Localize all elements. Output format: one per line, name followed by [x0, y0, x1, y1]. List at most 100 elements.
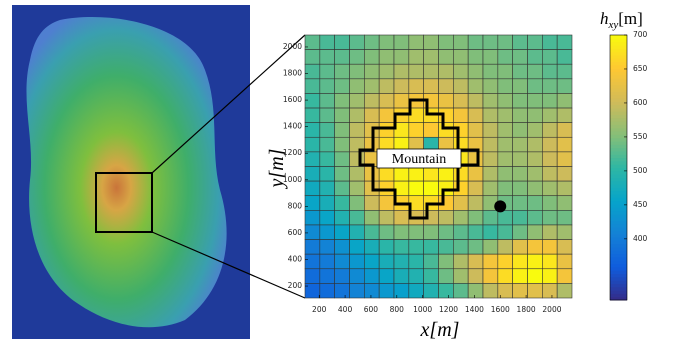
heat-cell: [320, 108, 335, 123]
heat-cell: [483, 254, 498, 269]
heat-cell: [483, 35, 498, 50]
heat-cell: [394, 167, 409, 182]
y-tick-label: 1800: [283, 69, 302, 78]
heat-cell: [335, 167, 350, 182]
heat-cell: [320, 93, 335, 108]
heat-cell: [453, 93, 468, 108]
heat-cell: [350, 210, 365, 225]
colorbar-step: [610, 45, 627, 49]
heat-cell: [364, 93, 379, 108]
heat-cell: [364, 240, 379, 255]
figure: Mountain x[m] y[m] hxy[m] 40045050055060…: [0, 0, 673, 346]
heat-cell: [409, 254, 424, 269]
heat-cell: [379, 196, 394, 211]
colorbar-step: [610, 78, 627, 82]
heat-cell: [335, 181, 350, 196]
heat-cell: [350, 240, 365, 255]
heat-cell: [409, 269, 424, 284]
y-tick-label: 800: [288, 201, 303, 210]
colorbar-step: [610, 85, 627, 89]
heat-cell: [305, 152, 320, 167]
heat-cell: [453, 50, 468, 65]
heat-cell: [468, 225, 483, 240]
colorbar-step: [610, 217, 627, 221]
heat-cell: [439, 254, 454, 269]
heat-cell: [468, 50, 483, 65]
heat-cell: [424, 64, 439, 79]
heat-cell: [513, 196, 528, 211]
heat-cell: [409, 240, 424, 255]
heat-cell: [528, 167, 543, 182]
heat-cell: [513, 254, 528, 269]
heat-cell: [320, 167, 335, 182]
heat-cell: [528, 283, 543, 298]
heat-cell: [350, 196, 365, 211]
heat-cell: [350, 181, 365, 196]
heat-cell: [320, 137, 335, 152]
heat-cell: [468, 181, 483, 196]
heat-cell: [528, 196, 543, 211]
colorbar-step: [610, 254, 627, 258]
heat-cell: [542, 225, 557, 240]
heat-cell: [424, 225, 439, 240]
heat-cell: [528, 79, 543, 94]
colorbar-step: [610, 197, 627, 201]
heat-cell: [379, 210, 394, 225]
heat-cell: [528, 254, 543, 269]
x-tick-label: 400: [338, 305, 353, 314]
colorbar-step: [610, 264, 627, 268]
heat-cell: [468, 210, 483, 225]
colorbar-step: [610, 151, 627, 155]
heat-cell: [557, 269, 572, 284]
x-tick-label: 1000: [413, 305, 432, 314]
colorbar-step: [610, 211, 627, 215]
colorbar-tick-label: 650: [633, 64, 648, 73]
heat-cell: [350, 269, 365, 284]
heat-cell: [542, 254, 557, 269]
heat-cell: [513, 283, 528, 298]
colorbar-step: [610, 108, 627, 112]
heat-cell: [439, 181, 454, 196]
colorbar-step: [610, 88, 627, 92]
heat-cell: [364, 64, 379, 79]
heat-cell: [498, 152, 513, 167]
heat-cell: [498, 181, 513, 196]
y-tick-label: 1400: [283, 122, 302, 131]
heat-cell: [335, 79, 350, 94]
colorbar-step: [610, 174, 627, 178]
heat-cell: [528, 269, 543, 284]
heat-cell: [542, 167, 557, 182]
colorbar-step: [610, 181, 627, 185]
heat-cell: [557, 254, 572, 269]
heat-cell: [513, 93, 528, 108]
heat-cell: [453, 196, 468, 211]
heat-cell: [468, 167, 483, 182]
heat-cell: [439, 50, 454, 65]
colorbar-step: [610, 204, 627, 208]
y-tick-label: 1600: [283, 95, 302, 104]
heat-cell: [453, 79, 468, 94]
heat-cell: [513, 152, 528, 167]
colorbar-step: [610, 267, 627, 271]
heat-cell: [364, 225, 379, 240]
heat-cell: [350, 254, 365, 269]
colorbar-step: [610, 250, 627, 254]
heat-cell: [439, 283, 454, 298]
heat-cell: [350, 35, 365, 50]
colorbar-tick-label: 400: [633, 234, 648, 243]
colorbar-label-main: h: [600, 9, 609, 28]
heat-cell: [513, 225, 528, 240]
heat-cell: [542, 108, 557, 123]
heat-cell: [409, 79, 424, 94]
colorbar-step: [610, 227, 627, 231]
heat-cell: [335, 137, 350, 152]
heat-cell: [498, 123, 513, 138]
colorbar-step: [610, 81, 627, 85]
heat-cell: [305, 196, 320, 211]
colorbar-step: [610, 111, 627, 115]
heat-cell: [453, 167, 468, 182]
heat-cell: [350, 167, 365, 182]
colorbar-step: [610, 65, 627, 69]
colorbar-step: [610, 48, 627, 52]
colorbar-step: [610, 293, 627, 297]
